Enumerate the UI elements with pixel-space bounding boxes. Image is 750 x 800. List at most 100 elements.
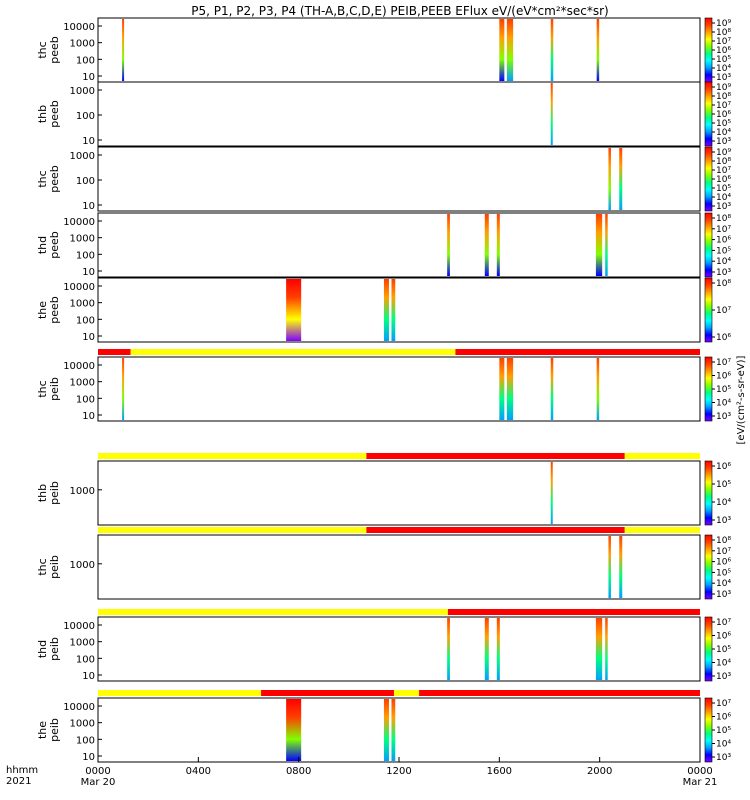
colorbar-tick-label: 10⁵	[716, 480, 731, 490]
colorbar-tick-label: 10⁶	[716, 46, 731, 56]
colorbar	[704, 277, 713, 343]
colorbar-tick-label: 10⁴	[716, 64, 731, 74]
mode-bar-segment	[419, 690, 700, 696]
mode-bar-segment	[366, 527, 625, 533]
ytick-label: 100	[76, 654, 95, 665]
spectrogram-burst	[550, 19, 554, 81]
colorbar-tick-label: 10⁴	[716, 498, 731, 508]
spectrogram-burst	[391, 699, 396, 761]
panel-ylabel: peeb	[48, 231, 61, 259]
ytick-label: 100	[76, 176, 95, 187]
colorbar-tick-label: 10⁷	[716, 166, 731, 176]
ytick-label: 10000	[63, 702, 95, 713]
mode-bar-segment	[624, 453, 700, 459]
colorbar-tick-label: 10⁵	[716, 385, 731, 395]
ytick-label: 10	[82, 267, 95, 278]
colorbar-tick-label: 10⁵	[716, 184, 731, 194]
colorbar-tick-label: 10⁷	[716, 618, 731, 628]
panel-ylabel: peib	[48, 377, 61, 401]
ytick-label: 10000	[63, 361, 95, 372]
colorbar-tick-label: 10⁸	[716, 92, 731, 102]
colorbar-tick-label: 10⁹	[716, 83, 731, 93]
spectrogram-burst	[286, 699, 302, 761]
panel-ylabel: peib	[48, 637, 61, 661]
colorbar	[704, 146, 713, 212]
colorbar-tick-label: 10⁴	[716, 579, 731, 589]
spectrogram-burst	[122, 19, 125, 81]
colorbar-tick-label: 10⁹	[716, 19, 731, 29]
colorbar	[704, 534, 713, 600]
mode-bar-segment	[98, 690, 262, 696]
ytick-label: 10	[82, 752, 95, 763]
xtick-date-label: Mar 21	[683, 777, 718, 788]
spectrogram-burst	[605, 618, 608, 680]
colorbar-tick-label: 10⁸	[716, 157, 731, 167]
panel-ylabel: peeb	[48, 165, 61, 193]
xtick-label: 0800	[286, 766, 311, 777]
ytick-label: 10000	[63, 217, 95, 228]
panel-ylabel: thb	[36, 105, 49, 123]
panel-ylabel: peib	[48, 481, 61, 505]
colorbar-tick-label: 10³	[716, 73, 731, 83]
panel-frame	[97, 534, 701, 600]
panel-ylabel: peib	[48, 718, 61, 742]
spectrogram-burst	[484, 214, 489, 276]
spectrogram-burst	[550, 462, 553, 524]
panel-ylabel: peeb	[48, 36, 61, 64]
ytick-label: 10000	[63, 22, 95, 33]
spectrogram-burst	[122, 358, 125, 420]
colorbar	[704, 616, 713, 682]
ytick-label: 10	[82, 201, 95, 212]
spectrogram-burst	[286, 279, 302, 341]
spectrogram-burst	[447, 214, 450, 276]
mode-bar-segment	[261, 690, 394, 696]
colorbar-tick-label: 10³	[716, 753, 731, 763]
colorbar-tick-label: 10⁸	[716, 279, 731, 289]
mode-bar-segment	[455, 349, 700, 355]
spectrogram-burst	[383, 279, 389, 341]
ytick-label: 10	[82, 332, 95, 343]
xtick-label: 1600	[487, 766, 512, 777]
ytick-label: 1000	[70, 299, 95, 310]
colorbar	[704, 356, 713, 422]
colorbar-tick-label: 10⁸	[716, 214, 731, 224]
colorbar-tick-label: 10⁷	[716, 225, 731, 235]
colorbar-tick-label: 10⁶	[716, 175, 731, 185]
panels-group: thc peeb1000010001001010⁹10⁸10⁷10⁶10⁵10⁴1…	[36, 17, 747, 763]
xtick-label: 0000	[85, 766, 110, 777]
panel-ylabel: thd	[36, 236, 49, 254]
spectrogram-burst	[391, 279, 396, 341]
mode-bar-segment	[624, 527, 700, 533]
colorbar-tick-label: 10⁵	[716, 568, 731, 578]
panel-frame	[97, 277, 701, 343]
mode-bar-segment	[130, 349, 456, 355]
colorbar-tick-label: 10⁵	[716, 55, 731, 65]
colorbar-tick-label: 10⁸	[716, 28, 731, 38]
panel-ylabel: the	[36, 721, 49, 739]
mode-bar-segment	[447, 609, 700, 615]
panel-ylabel: the	[36, 301, 49, 319]
ytick-label: 10	[82, 72, 95, 83]
colorbar-tick-label: 10⁶	[716, 462, 731, 472]
ytick-label: 10000	[63, 282, 95, 293]
spectrogram-burst	[499, 19, 505, 81]
panel-ylabel: peib	[48, 555, 61, 579]
spectrogram-burst	[608, 148, 611, 210]
ytick-label: 100	[76, 735, 95, 746]
xtick-label: 1200	[386, 766, 411, 777]
panel-frame	[97, 146, 701, 212]
colorbar-tick-label: 10⁶	[716, 632, 731, 642]
spectrogram-burst	[496, 618, 500, 680]
xtick-label: 2000	[587, 766, 612, 777]
xtick-label: 0000	[687, 766, 712, 777]
colorbar-tick-label: 10⁷	[716, 699, 731, 709]
ytick-label: 1000	[70, 39, 95, 50]
colorbar-tick-label: 10⁶	[716, 333, 731, 343]
colorbar-tick-label: 10⁴	[716, 740, 731, 750]
